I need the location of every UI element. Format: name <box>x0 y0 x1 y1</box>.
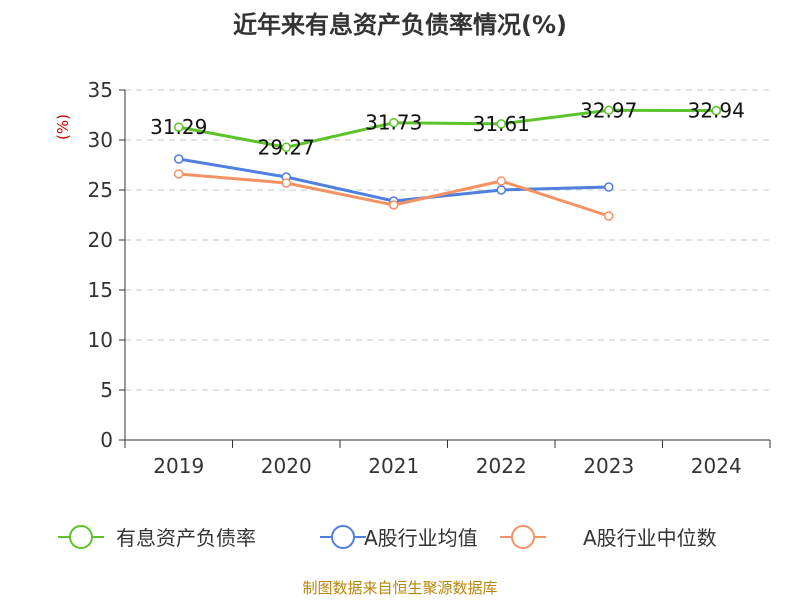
data-labels: 31.29 29.27 31.73 31.61 32.97 32.94 <box>150 98 745 159</box>
data-point <box>496 176 506 186</box>
legend: 有息资产负债率 A股行业均值 A股行业中位数 <box>58 525 717 550</box>
data-label: 31.61 <box>473 112 530 136</box>
legend-marker-0 <box>69 525 93 549</box>
data-label: 29.27 <box>258 135 315 159</box>
data-point <box>604 211 614 221</box>
series-line-0 <box>178 108 717 149</box>
legend-label-1: A股行业均值 <box>364 526 478 550</box>
data-point <box>281 178 291 188</box>
legend-label-2: A股行业中位数 <box>583 526 717 550</box>
y-tick-label: 0 <box>100 428 113 452</box>
data-point <box>389 117 399 128</box>
data-point <box>174 169 184 179</box>
x-tick-label: 2024 <box>691 454 742 478</box>
x-tick-label: 2019 <box>153 454 204 478</box>
y-tick-label: 5 <box>100 378 113 402</box>
data-point <box>604 182 614 192</box>
x-tick-label: 2023 <box>583 454 634 478</box>
data-point <box>174 122 184 132</box>
data-point <box>496 119 506 129</box>
data-point <box>389 200 399 210</box>
x-tick-label: 2021 <box>368 454 419 478</box>
y-tick-label: 15 <box>88 278 113 302</box>
source-note: 制图数据来自恒生聚源数据库 <box>302 579 497 597</box>
y-tick-label: 25 <box>88 178 113 202</box>
data-point <box>174 154 184 164</box>
x-tick-label: 2022 <box>476 454 527 478</box>
y-tick-label: 20 <box>88 228 113 252</box>
data-label: 31.73 <box>365 111 422 135</box>
legend-label-0: 有息资产负债率 <box>116 526 256 550</box>
data-label: 32.97 <box>580 98 637 122</box>
series-group <box>174 105 721 221</box>
data-point <box>604 105 614 116</box>
y-axis-label: (%) <box>54 114 72 140</box>
chart-title: 近年来有息资产负债率情况(%) <box>233 11 567 39</box>
data-point <box>496 185 506 195</box>
data-point <box>281 142 291 153</box>
data-point <box>711 105 721 116</box>
data-label: 32.94 <box>688 99 745 123</box>
axes: 0 5 10 15 20 25 30 35 2019 2020 2021 2022 2023 2024 <box>88 78 771 478</box>
legend-marker-1 <box>331 525 355 549</box>
x-tick-label: 2020 <box>261 454 312 478</box>
y-tick-label: 30 <box>88 128 113 152</box>
data-label: 31.29 <box>150 115 207 139</box>
legend-marker-2 <box>511 525 535 549</box>
y-tick-label: 35 <box>88 78 113 102</box>
y-tick-label: 10 <box>88 328 113 352</box>
grid-lines <box>125 89 770 391</box>
